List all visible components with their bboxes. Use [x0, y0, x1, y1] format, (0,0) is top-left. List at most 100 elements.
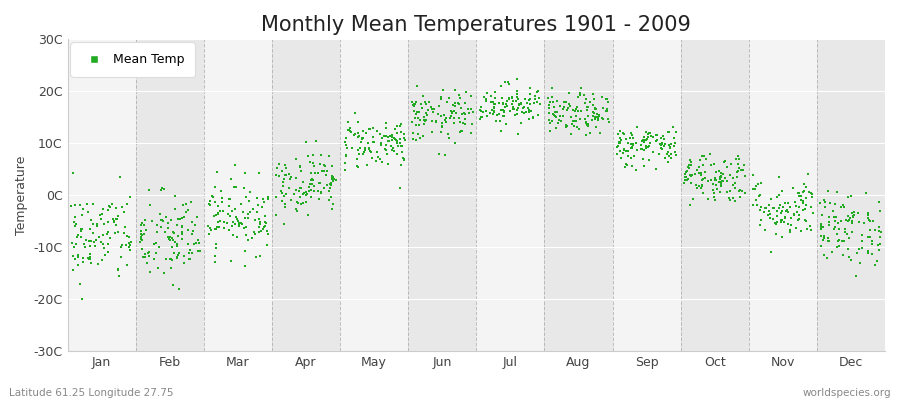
- Point: [832, 226, 847, 232]
- Point: [363, 148, 377, 154]
- Point: [834, 238, 849, 244]
- Point: [521, 116, 535, 122]
- Point: [161, 234, 176, 240]
- Point: [542, 102, 556, 108]
- Point: [544, 94, 559, 100]
- Point: [138, 254, 152, 261]
- Point: [114, 242, 129, 248]
- Point: [595, 114, 609, 121]
- Point: [762, 201, 777, 208]
- Point: [573, 92, 588, 99]
- Point: [448, 100, 463, 106]
- Point: [736, 167, 751, 174]
- Point: [701, 178, 716, 184]
- Point: [320, 168, 335, 174]
- Point: [443, 114, 457, 121]
- Point: [390, 130, 404, 137]
- Point: [643, 156, 657, 163]
- Point: [142, 248, 157, 255]
- Point: [356, 128, 370, 134]
- Point: [215, 194, 230, 201]
- Point: [634, 146, 649, 152]
- Point: [517, 104, 531, 111]
- Point: [397, 130, 411, 137]
- Point: [730, 153, 744, 159]
- Point: [86, 238, 101, 245]
- Point: [796, 180, 811, 187]
- Point: [508, 106, 522, 112]
- Point: [636, 137, 651, 144]
- Point: [627, 153, 642, 159]
- Point: [762, 215, 777, 221]
- Point: [759, 205, 773, 211]
- Point: [545, 98, 560, 105]
- Point: [105, 216, 120, 222]
- Point: [260, 230, 274, 237]
- Point: [792, 212, 806, 218]
- Point: [494, 106, 508, 113]
- Point: [486, 108, 500, 114]
- Point: [587, 96, 601, 102]
- Point: [409, 137, 423, 143]
- Point: [770, 207, 784, 214]
- Bar: [203, 39, 272, 351]
- Point: [121, 262, 135, 269]
- Point: [428, 118, 443, 124]
- Point: [846, 214, 860, 220]
- Point: [827, 213, 842, 220]
- Point: [149, 229, 164, 235]
- Point: [757, 208, 771, 215]
- Point: [581, 103, 596, 110]
- Point: [357, 148, 372, 155]
- Point: [713, 174, 727, 180]
- Point: [369, 149, 383, 156]
- Point: [238, 224, 253, 230]
- Point: [165, 234, 179, 241]
- Point: [696, 176, 710, 182]
- Point: [425, 129, 439, 135]
- Point: [65, 240, 79, 246]
- Point: [778, 215, 792, 222]
- Point: [787, 211, 801, 218]
- Point: [781, 200, 796, 206]
- Point: [209, 245, 223, 252]
- Point: [338, 152, 353, 159]
- Point: [115, 204, 130, 210]
- Point: [238, 248, 252, 254]
- Point: [618, 164, 633, 170]
- Point: [97, 221, 112, 228]
- Point: [574, 84, 589, 91]
- Point: [588, 105, 602, 111]
- Point: [582, 130, 597, 136]
- Point: [294, 185, 309, 191]
- Point: [95, 257, 110, 263]
- Point: [514, 101, 528, 107]
- Point: [142, 186, 157, 193]
- Point: [624, 130, 638, 136]
- Point: [383, 142, 398, 149]
- Point: [860, 234, 875, 240]
- Point: [795, 228, 809, 234]
- Point: [548, 113, 562, 119]
- Point: [728, 185, 742, 192]
- Point: [851, 246, 866, 252]
- Point: [457, 110, 472, 116]
- Point: [162, 236, 176, 242]
- Point: [220, 220, 235, 227]
- Point: [175, 231, 189, 237]
- Point: [649, 132, 663, 138]
- Point: [596, 105, 610, 111]
- Point: [155, 185, 169, 191]
- Point: [723, 197, 737, 204]
- Point: [655, 140, 670, 146]
- Point: [789, 203, 804, 209]
- Point: [223, 258, 238, 264]
- Point: [592, 111, 607, 118]
- Point: [138, 217, 152, 224]
- Point: [109, 222, 123, 228]
- Point: [183, 247, 197, 254]
- Point: [549, 114, 563, 120]
- Point: [857, 220, 871, 226]
- Point: [552, 117, 566, 124]
- Point: [816, 252, 831, 258]
